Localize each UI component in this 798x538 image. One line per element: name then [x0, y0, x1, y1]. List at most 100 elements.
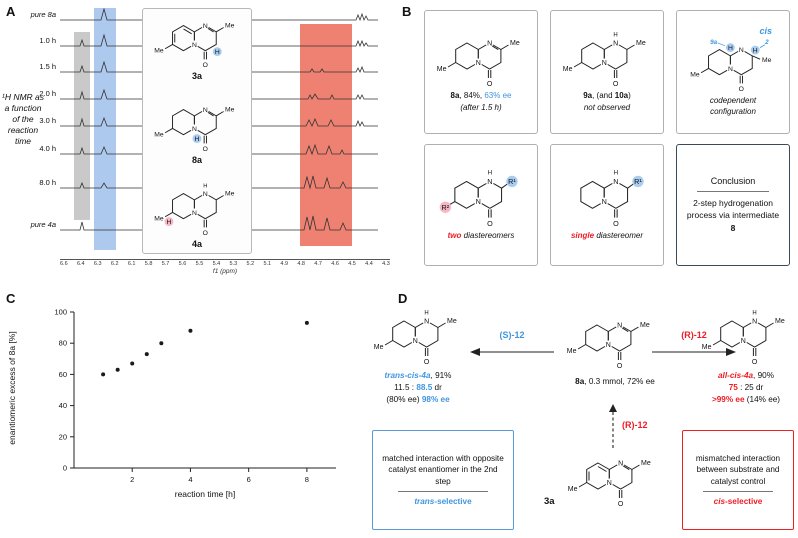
nmr-trace — [60, 60, 378, 73]
atom-label: H — [424, 311, 428, 317]
svg-text:0: 0 — [63, 464, 67, 473]
trace-label-8h: 8.0 h — [39, 178, 56, 187]
atom-label: O — [424, 359, 430, 366]
box-codependent-caption: codependent configuration — [709, 96, 757, 116]
atom-label: Me — [762, 57, 772, 64]
atom-label: H — [753, 48, 758, 55]
structure-3a-label: 3a — [191, 71, 202, 81]
atom-label: Me — [568, 486, 578, 493]
ppm-tick: 4.6 — [331, 261, 339, 267]
atom-label: N — [613, 177, 618, 186]
trace-label-pure-4a: pure 4a — [30, 220, 56, 229]
panel-d-label: D — [398, 291, 408, 306]
right-reaction-arrow — [652, 348, 736, 356]
ppm-tick: 4.8 — [297, 261, 305, 267]
atom-label: Me — [225, 23, 235, 30]
structure-all-cis-4a: N H N O Me Me — [702, 311, 785, 367]
ppm-tick: 5.8 — [144, 261, 153, 267]
svg-text:6: 6 — [247, 475, 251, 484]
structure-b-two-diastereomers: N H N O R¹ R² — [439, 170, 518, 228]
structure-8a: N N O Me Me H — [154, 105, 235, 153]
box-single-caption: single diastereomer — [570, 231, 644, 241]
structure-inset-box: N N O Me Me H 3a N N O Me Me H — [142, 8, 252, 254]
atom-label: N — [203, 23, 208, 30]
ppm-tick: 6.3 — [93, 261, 102, 267]
svg-text:80: 80 — [59, 339, 67, 348]
box-two-caption: two diastereomers — [447, 231, 515, 241]
scatter-ylabel: enantiomeric excess of 8a [%] — [7, 331, 17, 445]
ppm-tick: 5.5 — [195, 261, 204, 267]
atom-label: N — [203, 107, 208, 114]
matched-interaction-box: matched interaction with opposite cataly… — [372, 430, 514, 530]
box-two-diastereomers: N H N O R¹ R² two diastereomers — [424, 144, 538, 266]
scatter-point — [115, 367, 120, 372]
structure-4a: N H N O Me Me H — [154, 183, 234, 237]
left-reaction-arrow — [470, 348, 554, 356]
ppm-tick: 4.9 — [280, 261, 289, 267]
left-product-caption: trans-cis-4a, 91% 11.5 : 88.5 dr (80% ee… — [384, 371, 452, 404]
atom-label: H — [488, 170, 492, 177]
atom-label: N — [476, 197, 481, 206]
scatter-xlabel: reaction time [h] — [174, 489, 236, 499]
box-9a-caption: 9a, (and 10a) — [583, 91, 631, 101]
trace-label-pure-8a: pure 8a — [30, 10, 56, 19]
trace-label-1h: 1.0 h — [39, 36, 56, 45]
atom-label: R¹ — [508, 177, 516, 186]
nmr-trace — [60, 215, 378, 231]
scatter-point — [144, 352, 149, 357]
structure-3a: N N O Me Me H — [154, 21, 235, 69]
highlight-band-blue — [94, 8, 116, 250]
ppm-tick: 6.4 — [76, 261, 85, 267]
nmr-axis-label: ¹H NMR as a function of the reaction tim… — [1, 92, 45, 147]
atom-label: N — [618, 461, 623, 468]
ppm-tick: 5.6 — [178, 261, 187, 267]
panel-b-label: B — [402, 4, 412, 19]
atom-label: N — [602, 197, 607, 206]
position-label-9a: 9a — [710, 39, 717, 46]
svg-text:40: 40 — [59, 401, 67, 410]
svg-text:2: 2 — [130, 475, 134, 484]
nmr-trace — [60, 33, 378, 48]
ppm-axis-ticks: 6.6 6.4 6.3 6.2 6.1 5.8 5.7 5.6 5.5 5.4 5.3 5.2 5.1 4… — [60, 259, 390, 267]
scatter-point — [159, 341, 164, 346]
atom-label: H — [728, 45, 733, 52]
divider — [397, 490, 489, 492]
atom-label: N — [487, 41, 492, 48]
atom-label: N — [602, 60, 607, 67]
cis-label: cis — [759, 26, 772, 37]
scatter-point — [101, 372, 106, 377]
nmr-trace — [60, 116, 378, 127]
trace-label-2h: 2.0 h — [39, 89, 56, 98]
r-12-label: (R)-12 — [681, 330, 707, 340]
atom-label: Me — [640, 322, 650, 329]
highlight-band-gray — [74, 32, 90, 220]
atom-label: O — [487, 219, 493, 228]
atom-label: N — [617, 323, 622, 330]
atom-label: Me — [563, 66, 573, 73]
atom-label: O — [617, 363, 623, 370]
center-substrate-caption: 8a, 0.3 mmol, 72% ee — [575, 377, 655, 386]
mismatched-text: mismatched interaction between substrate… — [695, 453, 781, 486]
svg-text:100: 100 — [54, 308, 67, 317]
atom-label: O — [487, 81, 493, 88]
atom-label: R¹ — [634, 177, 642, 186]
scatter-point — [130, 361, 135, 366]
atom-label: Me — [154, 132, 164, 139]
atom-label: O — [618, 501, 624, 508]
atom-label: O — [752, 359, 758, 366]
structure-b-codependent: N N O Me Me H H 9a 2 — [690, 39, 772, 93]
atom-label: N — [413, 338, 418, 345]
ppm-tick: 5.2 — [246, 261, 255, 267]
scatter-point — [188, 328, 193, 333]
conclusion-body: 2-step hydrogenation process via interme… — [686, 198, 780, 233]
atom-label: Me — [447, 318, 457, 325]
box-8a-note: (after 1.5 h) — [460, 103, 502, 112]
structure-b-8a: N N O Me Me — [437, 39, 520, 88]
atom-label: Me — [641, 460, 651, 467]
dashed-arrow-up — [609, 404, 617, 448]
box-8a-caption: 8a, 84%, 63% ee — [450, 91, 512, 101]
ppm-axis-unit: f1 (ppm) — [212, 268, 238, 275]
start-material-label: 3a — [544, 496, 555, 507]
atom-label: N — [741, 338, 746, 345]
atom-label: H — [613, 33, 617, 39]
